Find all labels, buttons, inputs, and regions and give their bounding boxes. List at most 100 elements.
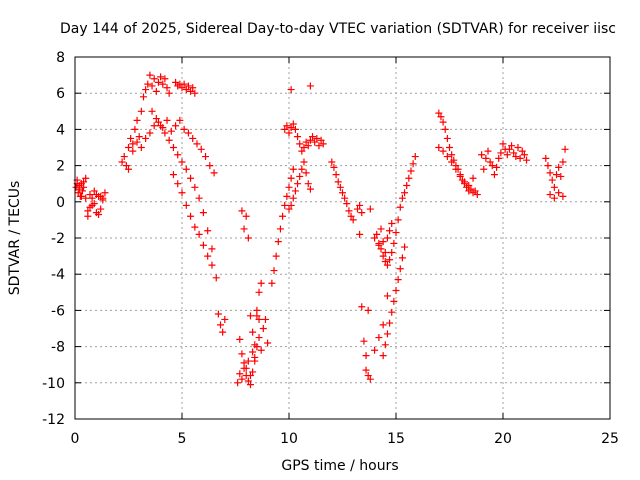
data-point	[92, 191, 100, 199]
data-point	[473, 191, 481, 199]
data-point	[285, 205, 293, 213]
data-point	[139, 93, 147, 101]
data-point	[279, 212, 287, 220]
x-tick-label: 0	[71, 431, 80, 447]
data-point	[187, 212, 195, 220]
data-point	[328, 158, 336, 166]
data-point	[520, 151, 528, 159]
data-point	[150, 75, 158, 83]
data-point	[146, 129, 154, 137]
data-point	[550, 183, 558, 191]
data-point	[182, 165, 190, 173]
data-point	[490, 171, 498, 179]
data-point	[246, 381, 254, 389]
data-point	[86, 191, 94, 199]
data-point	[405, 174, 413, 182]
data-point	[178, 189, 186, 197]
data-point	[465, 182, 473, 190]
data-point	[264, 339, 272, 347]
data-point	[161, 75, 169, 83]
data-point	[557, 172, 565, 180]
grid-lines	[75, 57, 610, 419]
data-point	[345, 207, 353, 215]
data-point	[559, 192, 567, 200]
data-point	[518, 147, 526, 155]
data-point	[364, 372, 372, 380]
data-point	[88, 194, 96, 202]
data-point	[441, 125, 449, 133]
data-point	[259, 325, 267, 332]
data-point	[555, 189, 563, 197]
data-point	[86, 203, 94, 211]
data-point	[191, 183, 199, 191]
data-point	[488, 162, 496, 170]
x-tick-label: 15	[387, 431, 405, 447]
data-point	[287, 124, 295, 132]
y-tick-label: 0	[56, 195, 65, 211]
data-point	[294, 180, 302, 188]
data-point	[77, 192, 85, 200]
data-point	[268, 279, 276, 287]
data-point	[187, 87, 195, 95]
data-point	[142, 86, 150, 94]
data-point	[167, 127, 175, 135]
data-point	[300, 144, 308, 151]
data-point	[403, 182, 411, 190]
data-point	[221, 315, 229, 323]
data-point	[510, 149, 518, 157]
data-point	[180, 125, 188, 133]
data-point	[296, 172, 304, 180]
data-point	[129, 147, 137, 155]
data-point	[197, 145, 205, 153]
data-point	[261, 315, 269, 323]
data-point	[199, 241, 207, 249]
data-point	[146, 71, 154, 79]
data-point	[214, 310, 222, 318]
data-point	[362, 366, 370, 374]
data-point	[148, 82, 156, 90]
data-point	[407, 167, 415, 175]
data-point	[317, 136, 325, 144]
data-point	[148, 107, 156, 115]
data-point	[302, 138, 310, 146]
data-point	[182, 201, 190, 209]
data-point	[249, 368, 257, 376]
data-point	[386, 256, 394, 264]
data-point	[392, 229, 400, 237]
data-point	[234, 379, 242, 387]
data-point	[377, 225, 385, 233]
data-point	[152, 115, 160, 123]
data-point	[544, 162, 552, 170]
data-point	[191, 223, 199, 231]
data-point	[169, 144, 177, 151]
data-point	[561, 145, 569, 153]
data-point	[287, 174, 295, 182]
data-point	[311, 138, 319, 146]
data-point	[159, 80, 167, 88]
data-point	[191, 89, 199, 97]
data-point	[377, 245, 385, 253]
data-point	[255, 288, 263, 296]
data-point	[174, 151, 182, 159]
data-point	[546, 169, 554, 177]
data-point	[144, 80, 152, 88]
data-point	[187, 174, 195, 182]
data-point	[448, 158, 456, 166]
data-point	[362, 352, 370, 360]
data-point	[386, 227, 394, 235]
data-point	[375, 334, 383, 342]
data-point	[238, 350, 246, 358]
data-point	[285, 129, 293, 137]
x-tick-label: 10	[280, 431, 298, 447]
data-point	[319, 140, 327, 148]
data-point	[332, 171, 340, 179]
data-point	[251, 357, 259, 365]
data-point	[401, 189, 409, 197]
y-tick-label: -12	[42, 412, 65, 428]
data-point	[349, 216, 357, 224]
data-point	[381, 248, 389, 256]
data-point	[315, 142, 323, 150]
data-point	[157, 73, 165, 81]
